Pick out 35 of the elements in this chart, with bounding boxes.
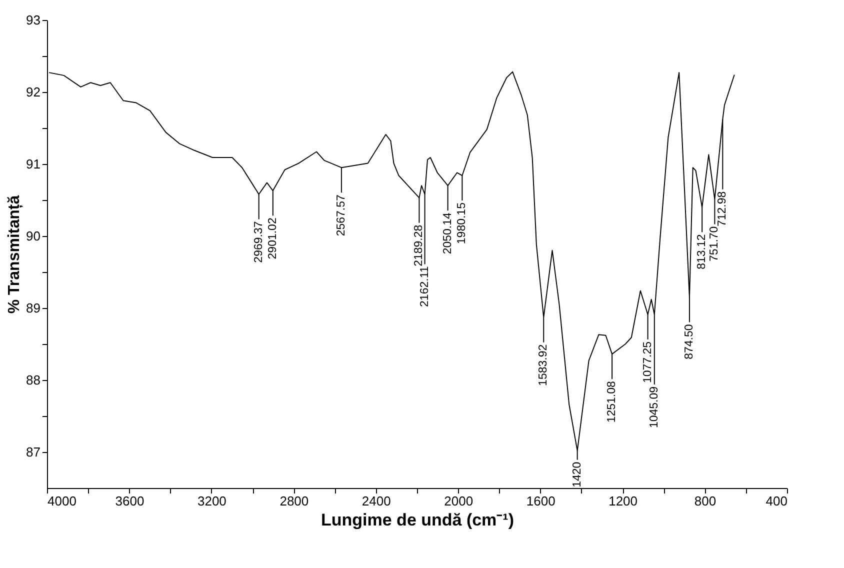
y-tick-label: 88	[26, 372, 40, 388]
annotation: 813.12	[696, 234, 708, 270]
y-tick-label: 93	[26, 12, 40, 28]
y-tick-label: 87	[26, 444, 40, 460]
y-tick-label: 90	[26, 228, 40, 244]
x-axis-title: Lungime de undă (cm⁻¹)	[321, 510, 514, 530]
annotation: 1251.08	[606, 381, 618, 423]
y-tick-label: 92	[26, 84, 40, 100]
annotation: 1045.09	[648, 386, 660, 428]
annotation: 2050.14	[442, 212, 454, 254]
x-tick-label: 3200	[197, 494, 226, 508]
annotation: 874.50	[683, 324, 696, 360]
annotation: 2969.37	[252, 221, 265, 263]
y-tick-label: 89	[26, 300, 40, 316]
annotation: 1077.25	[642, 341, 654, 384]
x-tick-label: 400	[766, 494, 788, 508]
annotation: 2567.57	[335, 194, 348, 236]
annotation: 2901.02	[266, 218, 279, 260]
x-tick-label: 3600	[115, 494, 144, 508]
annotation: 2189.28	[413, 224, 426, 266]
y-axis-title: % Transmitanță	[6, 195, 24, 314]
annotation: 2162.11	[418, 266, 431, 307]
x-tick-label: 1600	[526, 494, 556, 508]
x-tick-label: 2400	[362, 494, 391, 508]
annotation: 1583.92	[538, 344, 550, 386]
x-tick-label: 2800	[280, 494, 309, 508]
x-tick-label: 1200	[608, 494, 638, 508]
annotation: 712.98	[716, 191, 729, 227]
x-tick-label: 800	[694, 494, 716, 508]
x-tick-label: 4000	[48, 494, 76, 508]
annotation: 1420	[571, 462, 584, 488]
x-tick-label: 2000	[444, 494, 474, 508]
y-tick-label: 91	[26, 156, 40, 172]
annotation: 1980.15	[456, 202, 468, 244]
annotation: 751.70	[708, 226, 721, 262]
